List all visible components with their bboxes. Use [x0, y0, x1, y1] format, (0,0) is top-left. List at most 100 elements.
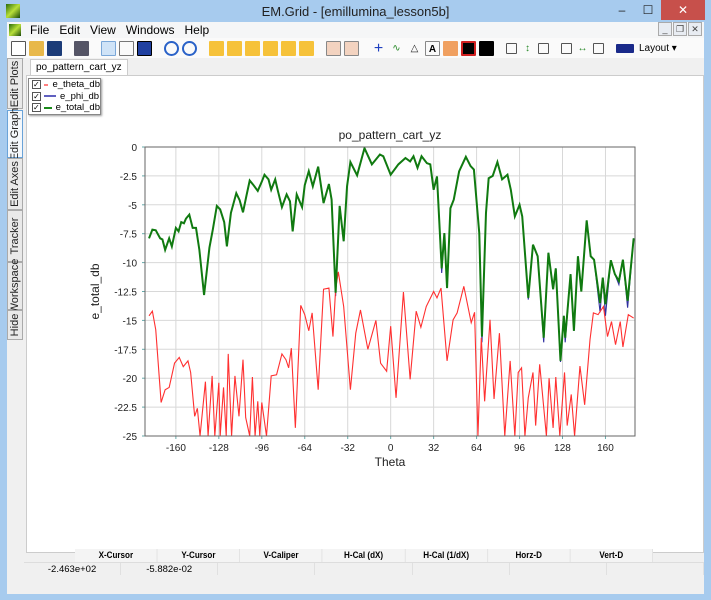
- plot-properties-icon[interactable]: [443, 40, 458, 56]
- y-tick-label: -17.5: [114, 345, 137, 356]
- value-h-cal-1-dx: [413, 563, 510, 575]
- side-tab-edit-plots[interactable]: Edit Plots: [7, 58, 23, 109]
- v-caliper-icon[interactable]: ↕: [525, 42, 530, 54]
- menu-file[interactable]: File: [30, 23, 50, 37]
- menu-view[interactable]: View: [90, 23, 116, 37]
- checkbox-left-2-icon[interactable]: [561, 42, 572, 54]
- y-tick-label: -25: [123, 432, 138, 443]
- plot-border: [144, 146, 636, 437]
- crosshair-icon[interactable]: +: [373, 39, 384, 57]
- document-area: po_pattern_cart_yz ✓ e_theta_db ✓ e_phi_db ✓…: [24, 58, 704, 571]
- legend-item-e-theta-db: ✓ e_theta_db: [29, 79, 100, 91]
- side-tab-label: Edit Axes: [9, 161, 21, 207]
- pan-hand-icon[interactable]: [119, 40, 134, 56]
- text-annotation-icon[interactable]: A: [425, 40, 440, 56]
- legend-checkbox[interactable]: ✓: [32, 91, 41, 101]
- checkbox-right-2-icon[interactable]: [593, 42, 604, 54]
- triangle-marker-icon[interactable]: △: [410, 42, 419, 54]
- cursor-readout-table: X-Cursor Y-Cursor V-Caliper H-Cal (dX) H-Cal…: [24, 549, 704, 575]
- side-tab-label: Tracker: [9, 217, 21, 255]
- x-tick-label: 128: [554, 443, 571, 454]
- side-tab-tracker[interactable]: Tracker: [7, 210, 23, 262]
- side-tab-label: Workspace: [9, 258, 21, 314]
- value-v-caliper: [218, 563, 316, 575]
- header-horz-d: Horz-D: [488, 549, 571, 562]
- legend-label: e_total_db: [55, 102, 100, 114]
- y-tick-label: -10: [123, 259, 138, 270]
- y-tick-label: -5: [128, 201, 137, 212]
- stretch-horizontal-icon[interactable]: [209, 40, 224, 56]
- chart[interactable]: 0 -2.5 -5 -7.5 -10 -12.5 -15 -17.5 -20 -22.5 -25 -1…: [27, 76, 703, 552]
- black-plot-icon[interactable]: [479, 40, 494, 56]
- side-tab-label: Hide: [9, 313, 21, 337]
- x-tick-label: -96: [255, 443, 270, 454]
- x-tick-label: -64: [298, 443, 313, 454]
- zoom-out-icon[interactable]: [182, 40, 197, 56]
- fit-vertical-icon[interactable]: [281, 40, 296, 56]
- legend-item-e-total-db: ✓ e_total_db: [29, 102, 100, 114]
- x-tick-label: -32: [340, 443, 355, 454]
- zoom-box-icon[interactable]: [137, 40, 152, 56]
- x-tick-label: 64: [471, 443, 483, 454]
- vertical-split-icon[interactable]: [326, 40, 341, 56]
- close-button[interactable]: ✕: [661, 0, 705, 20]
- y-axis-label: e_total_db: [88, 263, 102, 319]
- y-tick-label: 0: [131, 143, 137, 154]
- layout-dropdown[interactable]: Layout ▾: [639, 42, 677, 54]
- new-file-icon[interactable]: [11, 40, 26, 56]
- mdi-minimize-button[interactable]: _: [658, 22, 672, 36]
- tab-po-pattern-cart-yz[interactable]: po_pattern_cart_yz: [30, 59, 128, 76]
- zoom-in-icon[interactable]: [164, 40, 179, 56]
- tracker-cursor-icon[interactable]: ∿: [392, 42, 401, 54]
- x-tick-label: 0: [388, 443, 394, 454]
- mdi-restore-button[interactable]: ❐: [673, 22, 687, 36]
- legend-checkbox[interactable]: ✓: [32, 103, 41, 113]
- title-bar: EM.Grid - [emillumina_lesson5b] – ☐ ✕: [0, 0, 711, 22]
- x-tick-label: 96: [514, 443, 526, 454]
- fit-horizontal-icon[interactable]: [227, 40, 242, 56]
- legend: ✓ e_theta_db ✓ e_phi_db ✓ e_total_db: [28, 78, 101, 115]
- value-vert-d: [607, 563, 704, 575]
- legend-label: e_phi_db: [60, 90, 100, 102]
- menu-windows[interactable]: Windows: [125, 23, 175, 37]
- side-tab-workspace[interactable]: Workspace: [7, 259, 23, 313]
- main-window: File Edit View Windows Help _ ❐ ✕ + ∿ △ A ↕ ↔…: [7, 22, 704, 594]
- x-tick-label: -128: [209, 443, 229, 454]
- menu-help[interactable]: Help: [184, 23, 210, 37]
- side-tab-hide[interactable]: Hide: [7, 310, 23, 340]
- pointer-icon[interactable]: [101, 40, 116, 56]
- toolbar: + ∿ △ A ↕ ↔ Layout ▾: [7, 38, 704, 59]
- side-tab-edit-graph[interactable]: Edit Graph: [7, 108, 23, 160]
- plot-canvas[interactable]: ✓ e_theta_db ✓ e_phi_db ✓ e_total_db 0 -2.5 -5 -…: [26, 75, 704, 553]
- checkbox-left-icon[interactable]: [506, 42, 517, 54]
- menu-edit[interactable]: Edit: [59, 23, 81, 37]
- side-tab-edit-axes[interactable]: Edit Axes: [7, 158, 23, 210]
- checkbox-right-icon[interactable]: [538, 42, 549, 54]
- y-tick-label: -7.5: [120, 230, 138, 241]
- open-folder-icon[interactable]: [29, 40, 44, 56]
- h-caliper-icon[interactable]: ↔: [577, 42, 588, 54]
- red-plot-icon[interactable]: [461, 40, 476, 56]
- stretch-vertical-icon[interactable]: [263, 40, 278, 56]
- layout-icon[interactable]: [616, 43, 634, 53]
- document-icon[interactable]: [9, 24, 21, 36]
- chart-title: po_pattern_cart_yz: [339, 128, 442, 142]
- x-axis-label: Theta: [375, 455, 406, 469]
- compress-horizontal-icon[interactable]: [245, 40, 260, 56]
- y-tick-label: -20: [123, 374, 138, 385]
- minimize-button[interactable]: –: [618, 3, 626, 17]
- compress-vertical-icon[interactable]: [299, 40, 314, 56]
- value-x-cursor: -2.463e+02: [24, 563, 122, 575]
- maximize-button[interactable]: ☐: [642, 3, 654, 17]
- y-tick-label: -2.5: [120, 172, 138, 183]
- horizontal-split-icon[interactable]: [344, 40, 359, 56]
- value-h-cal-dx: [315, 563, 413, 575]
- mdi-close-button[interactable]: ✕: [688, 22, 702, 36]
- legend-item-e-phi-db: ✓ e_phi_db: [29, 91, 100, 103]
- save-icon[interactable]: [47, 40, 62, 56]
- print-icon[interactable]: [74, 40, 89, 56]
- legend-label: e_theta_db: [52, 79, 100, 91]
- legend-swatch: [43, 83, 49, 86]
- legend-checkbox[interactable]: ✓: [32, 80, 41, 90]
- legend-swatch: [43, 106, 52, 109]
